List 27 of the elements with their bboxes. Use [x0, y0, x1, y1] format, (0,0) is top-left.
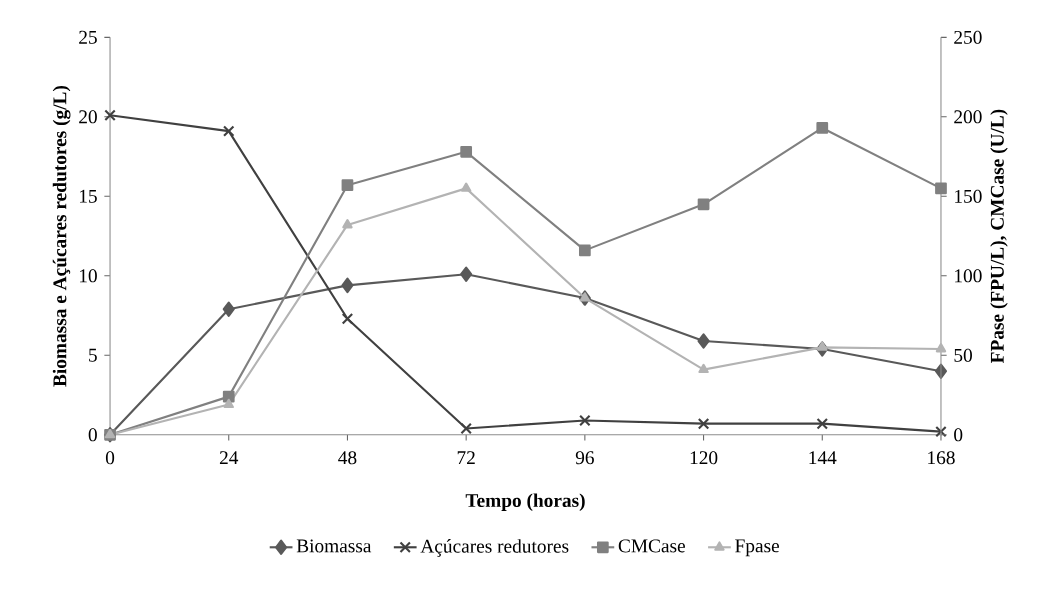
y2-axis-title: FPase (FPU/L), CMCase (U/L) — [990, 109, 1008, 363]
x-tick-label: 168 — [928, 451, 955, 465]
x-axis-title: Tempo (horas) — [465, 493, 585, 511]
x-tick-label: 120 — [690, 451, 718, 465]
y2-tick-label: 200 — [954, 110, 982, 124]
x-tick-label: 24 — [219, 451, 239, 464]
y-tick-label: 25 — [79, 30, 97, 44]
y2-tick-label: 100 — [955, 269, 982, 283]
x-tick-label: 72 — [457, 451, 475, 464]
y-tick-label: 0 — [88, 428, 97, 442]
y-tick-label: 5 — [89, 348, 97, 362]
y2-tick-label: 0 — [954, 428, 963, 442]
y-tick-label: 15 — [79, 189, 97, 203]
legend-label: Açúcares redutores — [420, 539, 569, 557]
y-tick-label: 20 — [79, 110, 97, 124]
y-axis-title: Biomassa e Açúcares redutores (g/L) — [52, 85, 71, 387]
y2-tick-label: 250 — [954, 30, 982, 44]
y-tick-label: 10 — [79, 269, 97, 283]
x-tick-label: 48 — [338, 451, 357, 465]
y2-tick-label: 150 — [955, 189, 982, 203]
legend-label: CMCase — [618, 539, 685, 553]
x-tick-label: 144 — [809, 451, 837, 464]
y2-tick-label: 50 — [954, 348, 972, 362]
x-tick-label: 0 — [105, 451, 115, 465]
x-tick-label: 96 — [575, 451, 594, 465]
legend-label: Fpase — [735, 539, 780, 557]
legend-label: Biomassa — [296, 539, 372, 553]
